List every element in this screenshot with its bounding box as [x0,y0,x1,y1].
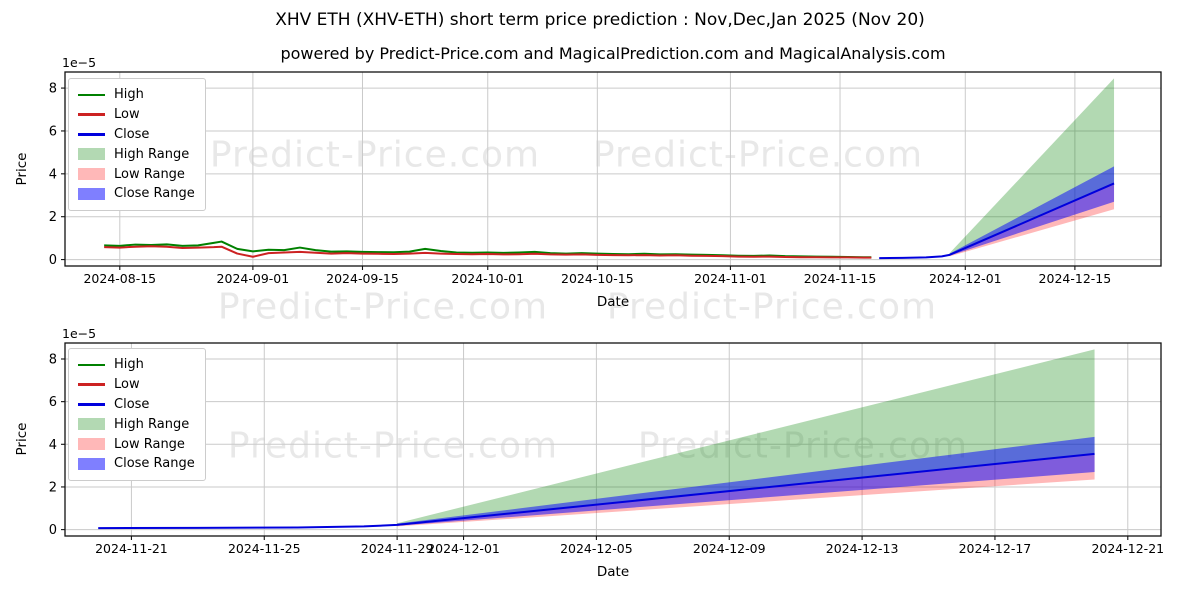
legend-label: Low Range [114,166,185,182]
plot-border [64,342,1162,537]
band-high-range [397,349,1095,525]
watermark-text: Predict-Price.com [209,134,541,176]
legend-item-low-range: Low Range [78,434,195,454]
legend-swatch-line [78,363,105,367]
y-tick-label: 6 [49,395,57,410]
x-tick-label: 2024-09-15 [326,271,399,286]
x-axis-label-top: Date [596,294,630,310]
chart-full-history-chart: 2024-08-15 2024-09-01 2024-09-15 2024-10-01… [49,71,1162,286]
legend-item-low-range: Low Range [78,164,195,184]
legend-label: Close [114,396,150,412]
y-tick-label: 0 [49,253,57,268]
legend-item-high-range: High Range [78,414,195,434]
legend-item-high: High [78,355,195,375]
legend-label: High Range [114,416,190,432]
powered-by-subtitle: powered by Predict-Price.com and Magical… [280,44,946,63]
legend-label: Low [114,107,140,123]
legend-swatch-line [78,113,105,116]
chart-prediction-zoom-chart: 2024-11-21 2024-11-25 2024-11-292024-12-01… [49,342,1164,556]
x-tick-label: 2024-11-21 [95,541,168,556]
x-tick-label: 2024-10-15 [561,271,634,286]
legend-item-close: Close [78,125,195,145]
legend-box-chart-1: High Low Close High Range Low Range Close Ran… [68,348,206,481]
y-tick-label: 6 [49,124,57,139]
y-tick-label: 2 [49,210,57,225]
x-tick-label: 2024-12-01 [427,541,500,556]
legend-label: Low [114,377,140,393]
watermark-text: Predict-Price.com [217,286,549,328]
x-tick-label: 2024-12-15 [1039,271,1112,286]
x-axis-label-bottom: Date [596,564,630,580]
legend-label: Close Range [114,456,195,472]
legend-swatch-patch [78,438,105,451]
series-line-close [98,452,1095,530]
plot-border [64,71,1162,267]
legend-swatch-patch [78,148,105,161]
legend-item-high-range: High Range [78,144,195,164]
legend-label: High [114,87,144,103]
x-tick-label: 2024-12-17 [959,541,1032,556]
y-tick-label: 4 [49,438,57,453]
y-tick-label: 8 [49,352,57,367]
legend-item-close-range: Close Range [78,454,195,474]
legend-item-close: Close [78,395,195,415]
band-high-range [949,78,1115,255]
legend-swatch-patch [78,187,105,200]
x-tick-label: 2024-10-01 [451,271,524,286]
legend-swatch-line [78,403,105,406]
y-tick-label: 4 [49,167,57,182]
plot-area [98,349,1095,530]
x-tick-label: 2024-11-01 [694,271,767,286]
y-tick-label: 0 [49,523,57,538]
x-tick-label: 2024-12-01 [929,271,1002,286]
legend-item-low: Low [78,105,195,125]
legend-label: Close Range [114,186,195,202]
watermark-text: Predict-Price.com [227,425,559,467]
legend-item-low: Low [78,375,195,395]
figure-title: XHV ETH (XHV-ETH) short term price predi… [275,10,925,30]
watermark-text: Predict-Price.com [592,134,924,176]
x-tick-label: 2024-09-01 [217,271,290,286]
legend-swatch-line [78,133,105,136]
x-tick-label: 2024-11-29 [361,541,434,556]
legend-swatch-patch [78,168,105,181]
series-line-close [879,182,1115,260]
legend-label: Close [114,126,150,142]
x-tick-label: 2024-11-25 [228,541,301,556]
x-tick-label: 2024-11-15 [804,271,877,286]
band-close-range [949,166,1115,256]
x-tick-label: 2024-12-21 [1091,541,1164,556]
y-axis-offset-text-bottom: 1e−5 [62,326,97,341]
x-tick-label: 2024-12-13 [826,541,899,556]
grid [65,343,1161,536]
x-tick-label: 2024-12-09 [693,541,766,556]
watermark-text: Predict-Price.com [606,286,938,328]
legend-box-chart-0: High Low Close High Range Low Range Close Ran… [68,78,206,211]
legend-label: High [114,357,144,373]
legend-swatch-patch [78,457,105,470]
legend-item-close-range: Close Range [78,184,195,204]
y-axis-offset-text-top: 1e−5 [62,55,97,70]
legend-swatch-line [78,383,105,386]
band-close-range [397,436,1095,526]
x-tick-label: 2024-12-05 [560,541,633,556]
y-tick-label: 2 [49,480,57,495]
legend-label: Low Range [114,436,185,452]
legend-swatch-patch [78,418,105,431]
legend-item-high: High [78,85,195,105]
legend-label: High Range [114,146,190,162]
legend-swatch-line [78,93,105,97]
y-tick-label: 8 [49,82,57,97]
plot-area [104,78,1115,260]
series-line-low [104,245,872,259]
x-tick-label: 2024-08-15 [83,271,156,286]
